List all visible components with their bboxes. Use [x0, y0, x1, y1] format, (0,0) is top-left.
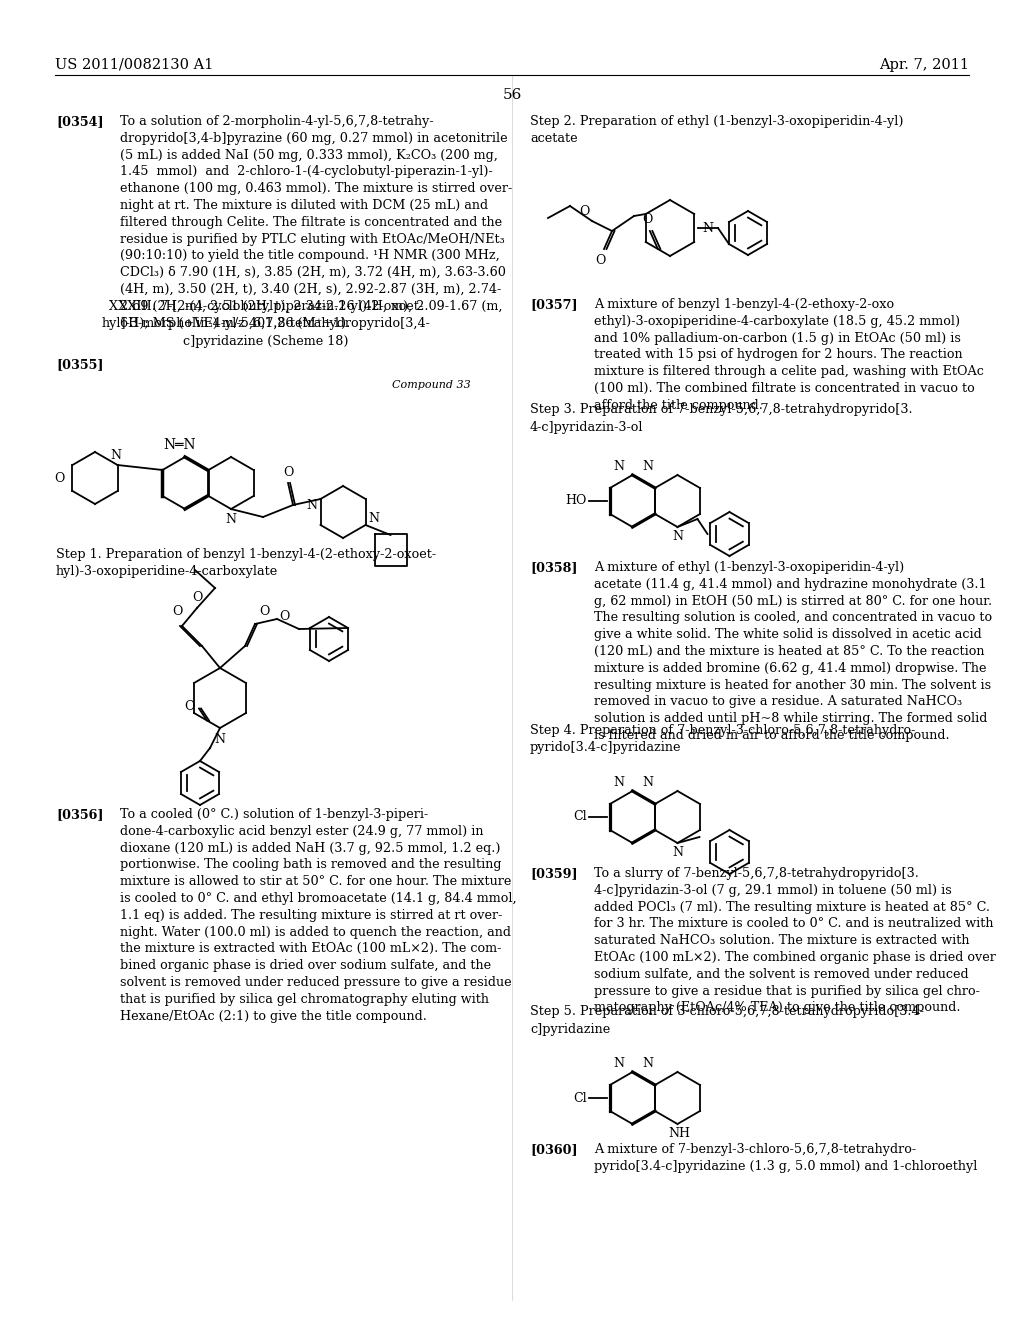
Text: 56: 56 [503, 88, 521, 102]
Text: O: O [54, 471, 65, 484]
Text: To a cooled (0° C.) solution of 1-benzyl-3-piperi-
done-4-carboxylic acid benzyl: To a cooled (0° C.) solution of 1-benzyl… [120, 808, 517, 1023]
Text: N═N: N═N [164, 438, 197, 451]
Text: [0356]: [0356] [56, 808, 103, 821]
Text: N: N [613, 776, 625, 789]
Text: XXXIII. 7-[2-(4-cyclobutylpiperazin-1-yl)-2-oxoet-
hyl]-3-morpholin-4-yl-5,6,7,8: XXXIII. 7-[2-(4-cyclobutylpiperazin-1-yl… [101, 300, 430, 348]
Text: O: O [643, 213, 653, 226]
Text: N: N [306, 499, 317, 512]
Text: Compound 33: Compound 33 [392, 380, 471, 389]
Text: N: N [642, 1057, 653, 1071]
Text: O: O [279, 610, 290, 623]
Text: N: N [214, 733, 225, 746]
Text: [0359]: [0359] [530, 867, 578, 880]
Text: [0360]: [0360] [530, 1143, 578, 1156]
Text: [0355]: [0355] [56, 358, 103, 371]
Text: N: N [702, 222, 713, 235]
Text: O: O [184, 700, 195, 713]
Text: HO: HO [565, 495, 587, 507]
Text: A mixture of 7-benzyl-3-chloro-5,6,7,8-tetrahydro-
pyrido[3.4-c]pyridazine (1.3 : A mixture of 7-benzyl-3-chloro-5,6,7,8-t… [594, 1143, 977, 1172]
Text: To a slurry of 7-benzyl-5,6,7,8-tetrahydropyrido[3.
4-c]pyridazin-3-ol (7 g, 29.: To a slurry of 7-benzyl-5,6,7,8-tetrahyd… [594, 867, 996, 1014]
Text: N: N [672, 846, 683, 859]
Text: A mixture of benzyl 1-benzyl-4-(2-ethoxy-2-oxo
ethyl)-3-oxopiperidine-4-carboxyl: A mixture of benzyl 1-benzyl-4-(2-ethoxy… [594, 298, 984, 412]
Text: Step 5. Preparation of 3-chloro-5,6,7,8-tetrahydropyrido[3.4-
c]pyridazine: Step 5. Preparation of 3-chloro-5,6,7,8-… [530, 1005, 924, 1035]
Text: O: O [580, 205, 590, 218]
Text: O: O [259, 605, 269, 618]
Text: N: N [613, 1057, 625, 1071]
Text: N: N [642, 776, 653, 789]
Text: [0358]: [0358] [530, 561, 578, 574]
Text: O: O [283, 466, 293, 479]
Text: N: N [110, 449, 121, 462]
Text: N: N [225, 513, 237, 525]
Text: Apr. 7, 2011: Apr. 7, 2011 [879, 58, 969, 73]
Text: A mixture of ethyl (1-benzyl-3-oxopiperidin-4-yl)
acetate (11.4 g, 41.4 mmol) an: A mixture of ethyl (1-benzyl-3-oxopiperi… [594, 561, 992, 742]
Text: NH: NH [669, 1127, 690, 1140]
Text: O: O [172, 605, 182, 618]
Text: Step 1. Preparation of benzyl 1-benzyl-4-(2-ethoxy-2-oxoet-
hyl)-3-oxopiperidine: Step 1. Preparation of benzyl 1-benzyl-4… [56, 548, 436, 578]
Text: Cl: Cl [572, 1092, 587, 1105]
Text: [0354]: [0354] [56, 115, 103, 128]
Text: N: N [613, 459, 625, 473]
Text: O: O [191, 591, 202, 605]
Text: Cl: Cl [572, 810, 587, 824]
Text: To a solution of 2-morpholin-4-yl-5,6,7,8-tetrahy-
dropyrido[3,4-b]pyrazine (60 : To a solution of 2-morpholin-4-yl-5,6,7,… [120, 115, 512, 330]
Text: [0357]: [0357] [530, 298, 578, 312]
Text: N: N [369, 512, 380, 525]
Text: N: N [642, 459, 653, 473]
Text: O: O [595, 253, 605, 267]
Text: US 2011/0082130 A1: US 2011/0082130 A1 [55, 58, 213, 73]
Text: Step 4. Preparation of 7-benzyl-3-chloro-5,6,7,8-tetrahydro-
pyrido[3.4-c]pyrida: Step 4. Preparation of 7-benzyl-3-chloro… [530, 723, 915, 755]
Text: Step 2. Preparation of ethyl (1-benzyl-3-oxopiperidin-4-yl)
acetate: Step 2. Preparation of ethyl (1-benzyl-3… [530, 115, 903, 145]
Text: Step 3. Preparation of 7-benzyl-5,6,7,8-tetrahydropyrido[3.
4-c]pyridazin-3-ol: Step 3. Preparation of 7-benzyl-5,6,7,8-… [530, 403, 912, 433]
Text: N: N [672, 531, 683, 543]
